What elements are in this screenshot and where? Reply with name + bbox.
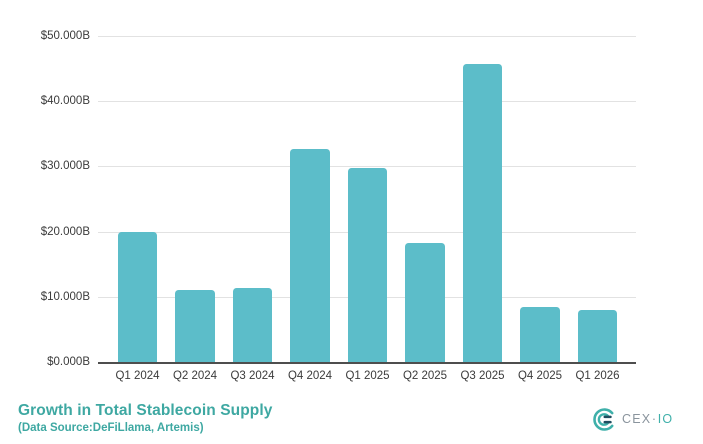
x-axis-tick-label: Q4 2024 (287, 370, 333, 382)
chart-title: Growth in Total Stablecoin Supply (18, 402, 273, 419)
bar-q1-2025 (347, 168, 388, 362)
bar-q3-2025 (462, 64, 503, 362)
x-axis-tick-label: Q2 2025 (402, 370, 448, 382)
bar-q2-2024 (175, 290, 215, 362)
y-gridline (98, 101, 636, 103)
bar-q1-2026 (577, 310, 618, 362)
x-axis-tick-label: Q1 2026 (575, 370, 620, 382)
y-gridline (98, 36, 636, 37)
bar-q4-2025 (520, 307, 560, 362)
x-axis-tick-label: Q4 2025 (517, 370, 563, 382)
y-axis-tick-label: $50.000B (40, 30, 90, 42)
y-axis-tick-label: $40.000B (40, 95, 90, 108)
x-axis-tick-label: Q1 2025 (345, 370, 390, 382)
bar-chart: $0.000B $10.000B $20.000B $30.000B $40.000B $… (40, 30, 636, 382)
y-axis-tick-label: $10.000B (40, 290, 90, 303)
y-axis-tick-label: $20.000B (40, 225, 90, 238)
logo-text-io: IO (657, 412, 674, 426)
bar-q4-2024 (290, 149, 330, 362)
y-axis-tick-label: $0.000B (47, 356, 90, 368)
bar-q3-2024 (232, 288, 273, 362)
y-axis-tick-label: $30.000B (40, 160, 90, 173)
x-axis-tick-label: Q3 2025 (460, 370, 505, 382)
x-axis-tick-label: Q2 2024 (172, 370, 218, 382)
cexio-logo-icon (593, 407, 614, 431)
bar-q1-2024 (117, 231, 158, 362)
y-gridline (98, 166, 636, 168)
logo-text-cex: CEX (622, 412, 652, 426)
x-axis-tick-label: Q3 2024 (230, 370, 275, 382)
bar-q2-2025 (405, 243, 445, 362)
x-axis-baseline (98, 361, 636, 364)
x-axis-tick-label: Q1 2024 (115, 370, 160, 382)
logo-wordmark: CEX·IO (622, 412, 673, 426)
logo-text-separator: · (651, 412, 658, 426)
cexio-logo: CEX·IO (592, 406, 673, 432)
chart-subtitle: (Data Source:DeFiLlama, Artemis) (18, 422, 204, 434)
